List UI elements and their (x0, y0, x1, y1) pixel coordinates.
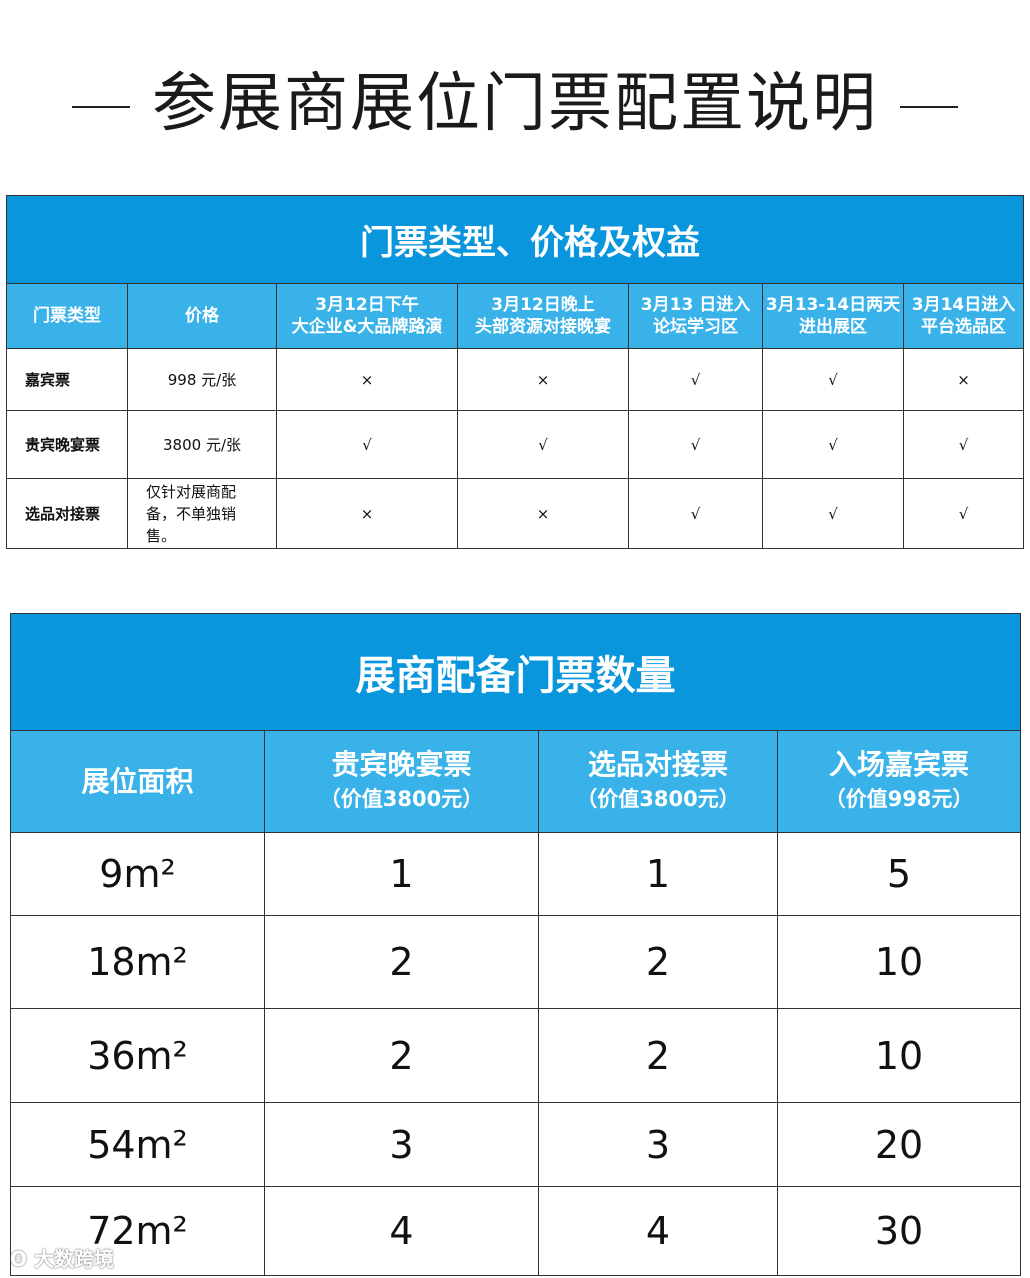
ticket-count: 10 (777, 915, 1021, 1009)
booth-area: 9m² (10, 832, 265, 916)
ticket-count: 1 (264, 832, 539, 916)
ticket-count: 5 (777, 832, 1021, 916)
cross-mark: × (457, 348, 629, 411)
ticket-count: 4 (264, 1186, 539, 1276)
column-header: 入场嘉宾票 （价值998元） (777, 730, 1021, 833)
column-header: 3月13-14日两天 进出展区 (762, 283, 904, 349)
header-main: 入场嘉宾票 (828, 747, 969, 781)
table-row: 9m² 1 1 5 (10, 832, 1021, 916)
ticket-count: 20 (777, 1102, 1021, 1187)
check-mark: √ (276, 410, 458, 479)
ticket-count: 1 (538, 832, 778, 916)
header-sub: （价值3800元） (319, 786, 484, 811)
table-row: 贵宾晚宴票 3800 元/张 √ √ √ √ √ (6, 410, 1024, 479)
column-header: 选品对接票 （价值3800元） (538, 730, 778, 833)
table-row: 选品对接票 仅针对展商配备，不单独销售。 × × √ √ √ (6, 478, 1024, 549)
ticket-count: 30 (777, 1186, 1021, 1276)
header-sub: （价值3800元） (576, 786, 740, 811)
column-header: 展位面积 (10, 730, 265, 833)
check-mark: √ (628, 348, 763, 411)
header-main: 选品对接票 (587, 747, 728, 781)
cross-mark: × (276, 478, 458, 549)
table-row: 54m² 3 3 20 (10, 1102, 1021, 1187)
ticket-count: 2 (538, 1008, 778, 1103)
ticket-type: 嘉宾票 (6, 348, 128, 411)
check-mark: √ (457, 410, 629, 479)
check-mark: √ (762, 478, 904, 549)
booth-area: 18m² (10, 915, 265, 1009)
ticket-count: 2 (264, 915, 539, 1009)
ticket-count: 3 (538, 1102, 778, 1187)
check-mark: √ (762, 348, 904, 411)
booth-area: 36m² (10, 1008, 265, 1103)
booth-area: 72m² (10, 1186, 265, 1276)
header-sub: （价值998元） (824, 786, 974, 811)
column-header: 门票类型 (6, 283, 128, 349)
ticket-price: 3800 元/张 (127, 410, 277, 479)
check-mark: √ (903, 410, 1024, 479)
ticket-count: 2 (538, 915, 778, 1009)
table-title: 门票类型、价格及权益 (6, 195, 1024, 284)
column-header: 价格 (127, 283, 277, 349)
check-mark: √ (762, 410, 904, 479)
booth-area: 54m² (10, 1102, 265, 1187)
cross-mark: × (276, 348, 458, 411)
watermark: ʘ 大数跨境 (10, 1243, 114, 1272)
table-row: 72m² 4 4 30 (10, 1186, 1021, 1276)
ticket-type: 选品对接票 (6, 478, 128, 549)
check-mark: √ (628, 410, 763, 479)
divider (72, 106, 130, 109)
logo-icon: ʘ (10, 1247, 34, 1271)
exhibitor-ticket-quantity-table: 展商配备门票数量 展位面积 贵宾晚宴票 （价值3800元） 选品对接票 （价值3800元… (10, 613, 1021, 1276)
page-title: 参展商展位门票配置说明 (0, 52, 1030, 144)
ticket-type: 贵宾晚宴票 (6, 410, 128, 479)
ticket-price: 仅针对展商配备，不单独销售。 (127, 478, 277, 549)
header-main: 展位面积 (81, 764, 194, 798)
ticket-count: 10 (777, 1008, 1021, 1103)
column-header: 3月14日进入 平台选品区 (903, 283, 1024, 349)
divider (900, 106, 958, 109)
header-main: 贵宾晚宴票 (331, 747, 472, 781)
column-header: 3月12日下午 大企业&大品牌路演 (276, 283, 458, 349)
table-title: 展商配备门票数量 (10, 613, 1021, 731)
ticket-count: 3 (264, 1102, 539, 1187)
cross-mark: × (457, 478, 629, 549)
ticket-benefits-table: 门票类型、价格及权益 门票类型 价格 3月12日下午 大企业&大品牌路演 3月12日晚… (6, 195, 1024, 549)
check-mark: √ (903, 478, 1024, 549)
title-text: 参展商展位门票配置说明 (152, 67, 878, 141)
table-row: 嘉宾票 998 元/张 × × √ √ × (6, 348, 1024, 411)
check-mark: √ (628, 478, 763, 549)
ticket-count: 4 (538, 1186, 778, 1276)
cross-mark: × (903, 348, 1024, 411)
column-header: 3月13 日进入 论坛学习区 (628, 283, 763, 349)
table-row: 18m² 2 2 10 (10, 915, 1021, 1009)
ticket-count: 2 (264, 1008, 539, 1103)
column-header: 贵宾晚宴票 （价值3800元） (264, 730, 539, 833)
table-row: 36m² 2 2 10 (10, 1008, 1021, 1103)
ticket-price: 998 元/张 (127, 348, 277, 411)
watermark-text: 大数跨境 (33, 1247, 114, 1271)
column-header: 3月12日晚上 头部资源对接晚宴 (457, 283, 629, 349)
